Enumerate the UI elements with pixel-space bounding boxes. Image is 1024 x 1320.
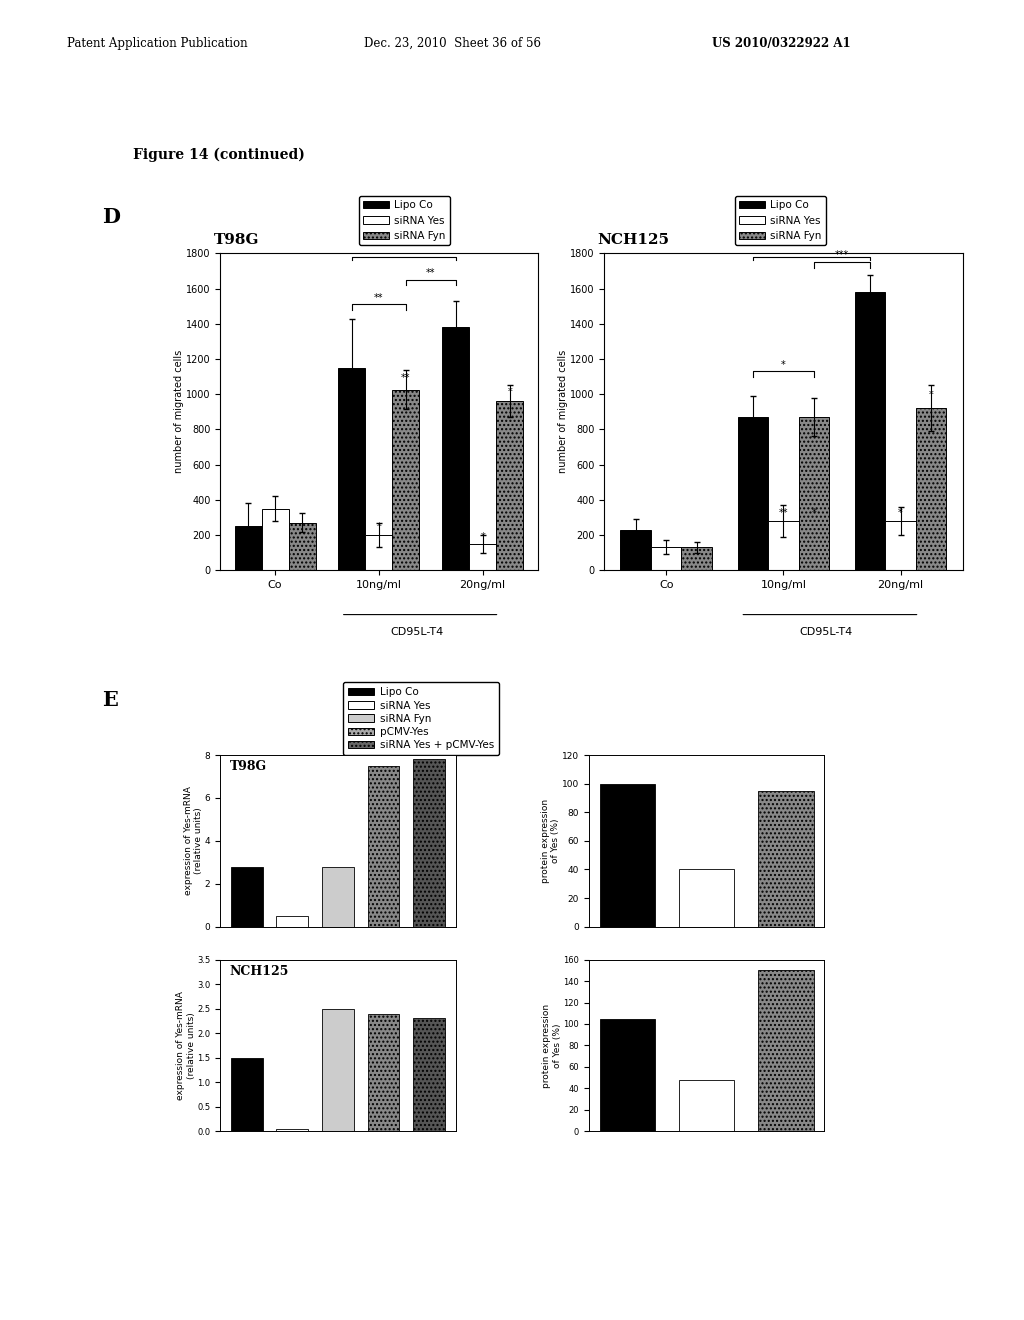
Y-axis label: number of migrated cells: number of migrated cells bbox=[174, 350, 184, 474]
Bar bbox=[338, 368, 366, 570]
Bar bbox=[599, 1019, 655, 1131]
Bar bbox=[799, 417, 829, 570]
Bar bbox=[368, 1014, 399, 1131]
Bar bbox=[276, 1129, 308, 1131]
Text: US 2010/0322922 A1: US 2010/0322922 A1 bbox=[712, 37, 850, 50]
Bar bbox=[230, 867, 263, 927]
Y-axis label: number of migrated cells: number of migrated cells bbox=[558, 350, 568, 474]
Text: **: ** bbox=[778, 508, 788, 519]
Bar bbox=[621, 529, 651, 570]
Text: T98G: T98G bbox=[229, 760, 266, 774]
Bar bbox=[413, 1019, 445, 1131]
Text: CD95L-T4: CD95L-T4 bbox=[800, 627, 853, 638]
Bar bbox=[599, 784, 655, 927]
Y-axis label: expression of Yes-mRNA
(relative units): expression of Yes-mRNA (relative units) bbox=[184, 787, 204, 895]
Text: NCH125: NCH125 bbox=[597, 234, 669, 247]
Bar bbox=[758, 791, 814, 927]
Text: D: D bbox=[102, 207, 121, 227]
Bar bbox=[469, 544, 497, 570]
Bar bbox=[651, 548, 681, 570]
Text: **: ** bbox=[426, 268, 435, 279]
Bar bbox=[768, 521, 799, 570]
Y-axis label: protein expression
of Yes (%): protein expression of Yes (%) bbox=[541, 799, 560, 883]
Text: NCH125: NCH125 bbox=[229, 965, 289, 978]
Y-axis label: protein expression
of Yes (%): protein expression of Yes (%) bbox=[543, 1003, 562, 1088]
Text: Figure 14 (continued): Figure 14 (continued) bbox=[133, 148, 305, 162]
Text: **: ** bbox=[374, 293, 384, 302]
Text: *: * bbox=[480, 532, 485, 543]
Bar bbox=[368, 766, 399, 927]
Bar bbox=[737, 417, 768, 570]
Bar bbox=[289, 523, 315, 570]
Bar bbox=[413, 759, 445, 927]
Text: *: * bbox=[377, 523, 381, 532]
Bar bbox=[855, 292, 886, 570]
Legend: Lipo Co, siRNA Yes, siRNA Fyn: Lipo Co, siRNA Yes, siRNA Fyn bbox=[358, 197, 450, 246]
Y-axis label: expression of Yes-mRNA
(relative units): expression of Yes-mRNA (relative units) bbox=[176, 991, 196, 1100]
Legend: Lipo Co, siRNA Yes, siRNA Fyn, pCMV-Yes, siRNA Yes + pCMV-Yes: Lipo Co, siRNA Yes, siRNA Fyn, pCMV-Yes,… bbox=[343, 682, 499, 755]
Legend: Lipo Co, siRNA Yes, siRNA Fyn: Lipo Co, siRNA Yes, siRNA Fyn bbox=[735, 197, 825, 246]
Bar bbox=[234, 527, 261, 570]
Bar bbox=[366, 535, 392, 570]
Text: *: * bbox=[507, 387, 512, 397]
Bar bbox=[758, 970, 814, 1131]
Text: **: ** bbox=[401, 372, 411, 383]
Bar bbox=[276, 916, 308, 927]
Text: ***: *** bbox=[835, 251, 849, 260]
Bar bbox=[679, 1080, 734, 1131]
Bar bbox=[261, 508, 289, 570]
Text: Patent Application Publication: Patent Application Publication bbox=[67, 37, 247, 50]
Bar bbox=[681, 548, 712, 570]
Text: E: E bbox=[102, 690, 119, 710]
Text: CD95L-T4: CD95L-T4 bbox=[390, 627, 443, 638]
Bar bbox=[230, 1057, 263, 1131]
Bar bbox=[679, 870, 734, 927]
Text: *: * bbox=[811, 508, 816, 519]
Bar bbox=[886, 521, 915, 570]
Text: *: * bbox=[781, 359, 785, 370]
Text: Dec. 23, 2010  Sheet 36 of 56: Dec. 23, 2010 Sheet 36 of 56 bbox=[364, 37, 541, 50]
Bar bbox=[497, 401, 523, 570]
Bar bbox=[915, 408, 946, 570]
Bar bbox=[392, 389, 420, 570]
Text: *: * bbox=[898, 508, 903, 519]
Bar bbox=[442, 327, 469, 570]
Bar bbox=[322, 867, 354, 927]
Bar bbox=[322, 1008, 354, 1131]
Text: *: * bbox=[929, 391, 934, 400]
Text: T98G: T98G bbox=[214, 234, 259, 247]
